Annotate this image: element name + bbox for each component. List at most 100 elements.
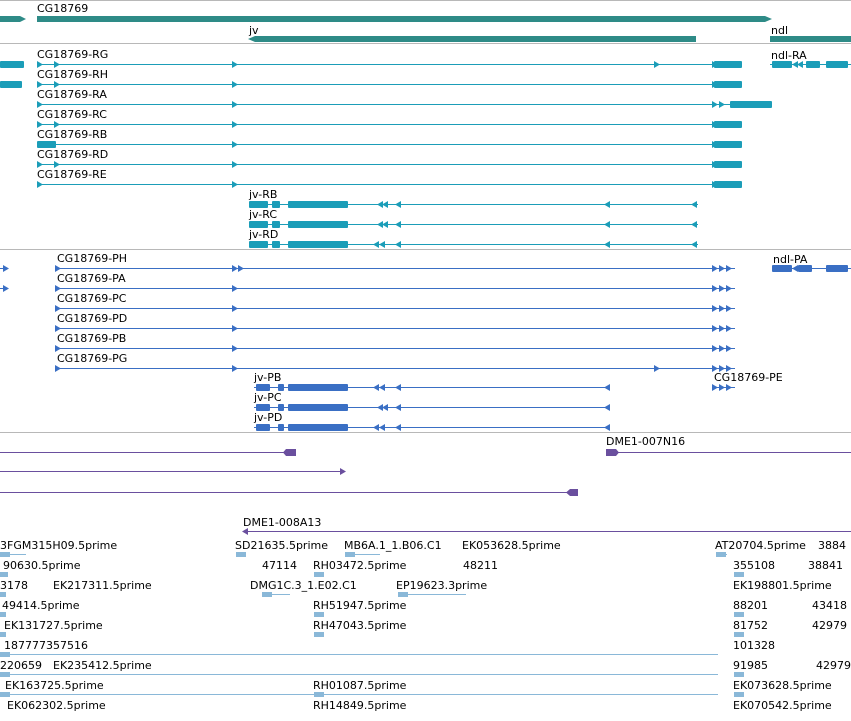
transcript-feature[interactable]: CG18769-PH: [55, 252, 735, 272]
est-feature[interactable]: 91985: [733, 659, 768, 677]
transcript-feature[interactable]: ndl-PA: [772, 253, 851, 272]
clone-feature[interactable]: [0, 468, 346, 475]
transcript-feature[interactable]: jv-PB: [253, 371, 610, 391]
est-feature[interactable]: 220659: [0, 659, 718, 677]
transcript-feature[interactable]: CG18769-RE: [37, 168, 742, 188]
est-feature[interactable]: AT20704.5prime: [715, 539, 806, 557]
est-feature[interactable]: 187777357516: [0, 639, 718, 657]
est-feature[interactable]: 3FGM315H09.5prime: [0, 539, 117, 557]
transcript-feature[interactable]: ndl-RA: [770, 49, 851, 68]
transcript-feature[interactable]: [0, 265, 9, 272]
est-feature[interactable]: 101328: [733, 639, 775, 652]
transcript-label: jv-RC: [248, 208, 277, 221]
gene-feature[interactable]: ndl: [770, 24, 851, 42]
strand-arrow: [54, 81, 60, 88]
strand-arrow: [726, 121, 732, 128]
strand-arrow: [712, 161, 718, 168]
strand-arrow: [604, 424, 610, 431]
transcript-feature[interactable]: CG18769-RC: [37, 108, 742, 128]
strand-arrow: [712, 81, 718, 88]
est-label: EK062302.5prime: [7, 699, 106, 712]
strand-arrow: [37, 61, 43, 68]
transcript-feature[interactable]: CG18769-PG: [55, 352, 735, 372]
exon-block: [249, 241, 268, 248]
transcript-feature[interactable]: jv-PD: [253, 411, 610, 431]
strand-arrow: [604, 221, 610, 228]
clone-feature[interactable]: [0, 449, 296, 456]
gene-feature[interactable]: jv: [248, 24, 696, 42]
est-feature[interactable]: EK217311.5prime: [53, 579, 152, 592]
transcript-feature[interactable]: CG18769-PA: [55, 272, 735, 292]
est-feature[interactable]: RH47043.5prime: [313, 619, 407, 637]
est-feature[interactable]: EK235412.5prime: [53, 659, 152, 672]
transcript-label: CG18769-PD: [57, 312, 127, 325]
strand-arrow: [719, 365, 725, 372]
est-feature[interactable]: EK131727.5prime: [0, 619, 103, 637]
transcript-feature[interactable]: [0, 285, 9, 292]
est-label: DMG1C.3_1.E02.C1: [250, 579, 357, 592]
strand-arrow: [55, 365, 61, 372]
est-label: EK131727.5prime: [4, 619, 103, 632]
transcript-feature[interactable]: CG18769-PD: [55, 312, 735, 332]
strand-arrow: [232, 61, 238, 68]
est-feature[interactable]: EK062302.5prime: [7, 699, 106, 712]
strand-arrow: [712, 384, 718, 391]
est-feature[interactable]: DMG1C.3_1.E02.C1: [250, 579, 357, 597]
est-feature[interactable]: 47114: [262, 559, 297, 572]
est-feature[interactable]: 38841: [808, 559, 843, 572]
est-feature[interactable]: EK198801.5prime: [733, 579, 832, 592]
strand-arrow: [232, 325, 238, 332]
transcript-feature[interactable]: CG18769-RA: [37, 88, 772, 108]
est-feature[interactable]: RH51947.5prime: [313, 599, 407, 617]
est-feature[interactable]: 81752: [733, 619, 768, 637]
strand-arrow: [719, 121, 725, 128]
est-feature[interactable]: EK053628.5prime: [462, 539, 561, 552]
est-feature[interactable]: 48211: [463, 559, 498, 572]
est-feature[interactable]: EP19623.3prime: [396, 579, 487, 597]
transcript-feature[interactable]: jv-PC: [253, 391, 610, 411]
est-feature[interactable]: EK163725.5prime: [0, 679, 718, 697]
transcript-feature[interactable]: jv-RD: [248, 228, 698, 248]
est-feature[interactable]: 42979: [816, 659, 851, 672]
est-feature[interactable]: 42979: [812, 619, 847, 632]
est-feature[interactable]: 3884: [818, 539, 846, 552]
exon-block: [0, 81, 22, 88]
transcript-feature[interactable]: CG18769-RD: [37, 148, 742, 168]
est-feature[interactable]: 88201: [733, 599, 768, 617]
est-feature[interactable]: EK070542.5prime: [733, 699, 832, 712]
transcript-feature[interactable]: CG18769-RH: [37, 68, 742, 88]
strand-arrow: [719, 81, 725, 88]
transcript-feature[interactable]: CG18769-PC: [55, 292, 735, 312]
est-feature[interactable]: 90630.5prime: [0, 559, 81, 577]
est-label: EK217311.5prime: [53, 579, 152, 592]
gene-feature[interactable]: CG18769: [37, 2, 772, 22]
clone-feature[interactable]: DME1-008A13: [242, 516, 851, 535]
est-feature[interactable]: EK073628.5prime: [733, 679, 832, 697]
est-feature[interactable]: MB6A.1_1.B06.C1: [344, 539, 442, 557]
transcript-feature[interactable]: [0, 61, 24, 68]
est-feature[interactable]: 49414.5prime: [0, 599, 80, 617]
est-feature[interactable]: SD21635.5prime: [235, 539, 328, 557]
est-feature[interactable]: RH03472.5prime: [313, 559, 407, 577]
transcript-feature[interactable]: jv-RB: [248, 188, 698, 208]
transcript-feature[interactable]: [0, 81, 22, 88]
transcript-feature[interactable]: CG18769-RB: [37, 128, 742, 148]
strand-arrow: [55, 305, 61, 312]
transcript-feature[interactable]: CG18769-PB: [55, 332, 735, 352]
est-block: [0, 592, 6, 597]
clone-feature[interactable]: DME1-007N16: [606, 435, 851, 456]
transcript-feature[interactable]: CG18769-RG: [37, 48, 742, 68]
est-feature[interactable]: RH01087.5prime: [313, 679, 407, 697]
strand-arrow: [712, 121, 718, 128]
strand-arrow: [712, 61, 718, 68]
est-feature[interactable]: 43418: [812, 599, 847, 612]
transcript-feature[interactable]: jv-RC: [248, 208, 698, 228]
strand-arrow: [382, 201, 388, 208]
est-feature[interactable]: RH14849.5prime: [313, 699, 407, 712]
clone-feature[interactable]: [0, 489, 578, 496]
transcript-feature[interactable]: CG18769-PE: [712, 371, 783, 391]
gene-feature[interactable]: [0, 16, 26, 22]
est-feature[interactable]: 3178: [0, 579, 28, 597]
est-feature[interactable]: 355108: [733, 559, 775, 577]
